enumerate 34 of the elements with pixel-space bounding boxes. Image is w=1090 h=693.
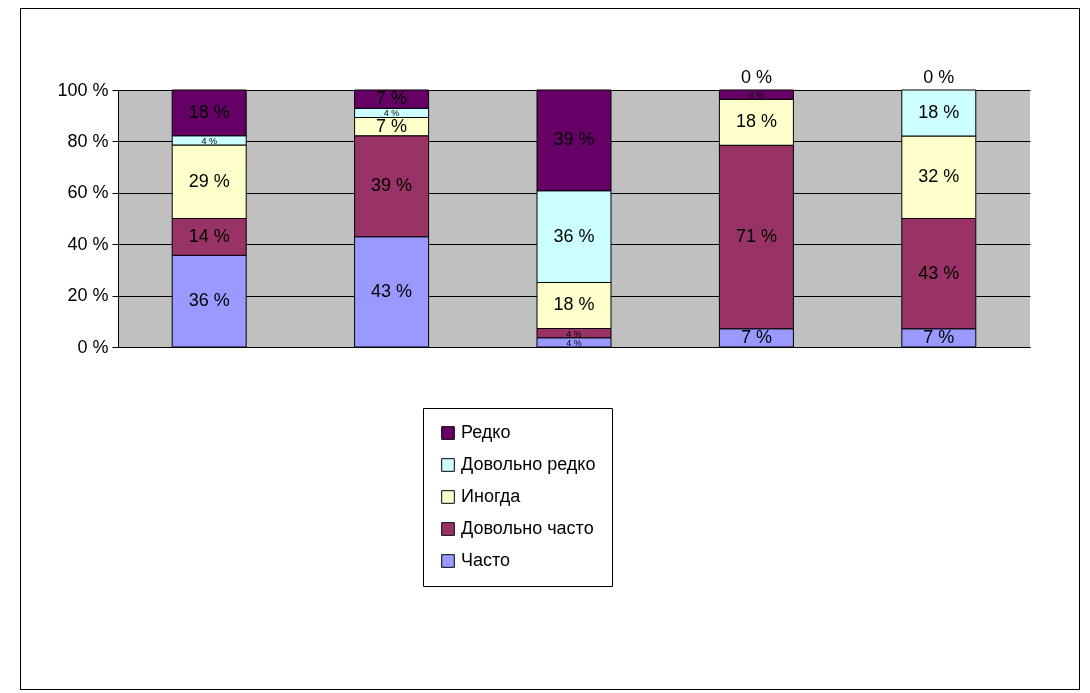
- data-label: 0 %: [923, 67, 955, 87]
- y-tick-label: 60 %: [67, 182, 109, 203]
- y-tick-label: 20 %: [67, 285, 109, 306]
- data-label: 7 %: [740, 326, 772, 347]
- data-label: 32 %: [918, 166, 960, 187]
- y-tick-label: 100 %: [57, 79, 109, 100]
- legend-label: Иногда: [461, 486, 522, 506]
- data-label: 4 %: [201, 135, 217, 146]
- data-label: 18 %: [918, 102, 960, 122]
- y-tick-label: 80 %: [67, 130, 109, 151]
- data-label: 7 %: [923, 326, 955, 347]
- data-label: 71 %: [735, 226, 777, 246]
- data-label: 29 %: [188, 170, 230, 191]
- legend-label: Довольно часто: [461, 518, 594, 538]
- data-label: 43 %: [918, 262, 960, 283]
- data-label: 4 %: [566, 337, 582, 348]
- legend-label: Редко: [461, 422, 511, 442]
- data-label: 36 %: [553, 225, 595, 246]
- data-label: 7 %: [376, 88, 408, 109]
- data-label: 18 %: [735, 111, 777, 132]
- data-label: 39 %: [371, 175, 413, 196]
- data-label: 14 %: [188, 225, 230, 246]
- data-label: 4 %: [748, 90, 765, 101]
- y-tick-label: 0 %: [77, 336, 109, 357]
- data-label: 36 %: [188, 290, 230, 311]
- legend-label: Довольно редко: [461, 454, 596, 474]
- data-label: 18 %: [188, 101, 230, 122]
- data-label: 0 %: [740, 67, 772, 87]
- y-tick-label: 40 %: [67, 233, 109, 254]
- data-label: 18 %: [553, 294, 595, 315]
- data-label: 39 %: [553, 129, 595, 150]
- data-label: 43 %: [371, 280, 413, 301]
- legend-label: Часто: [461, 550, 511, 570]
- data-label: 4 %: [566, 328, 582, 339]
